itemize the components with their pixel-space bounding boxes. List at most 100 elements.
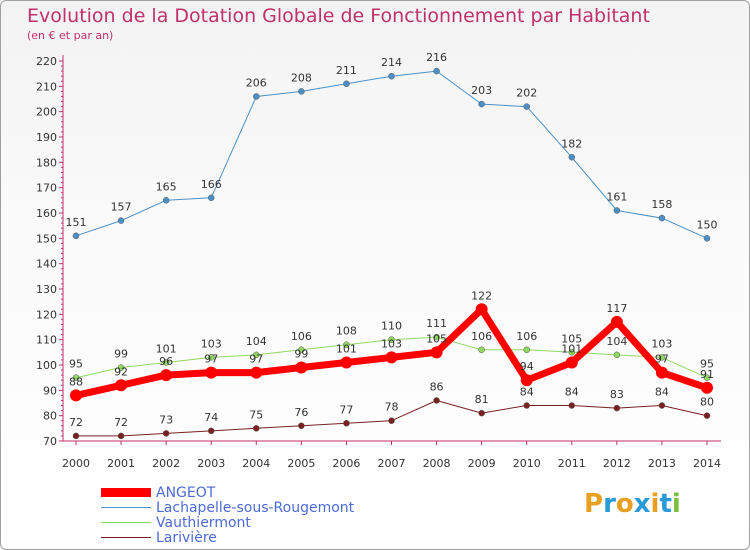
- data-point-angeot: [610, 315, 623, 328]
- data-point-vauthiermont: [703, 374, 711, 381]
- line-chart: 7080901001101201301401501601701801902002…: [36, 51, 721, 470]
- legend-swatch: [101, 507, 151, 508]
- logo-letter: r: [603, 489, 616, 519]
- data-point-lariviere: [523, 402, 530, 409]
- data-label-angeot: 103: [381, 337, 402, 350]
- data-label-lachapelle-sous-rougemont: 182: [561, 137, 582, 150]
- series-angeot: [70, 303, 713, 402]
- y-tick-label: 140: [36, 258, 57, 271]
- data-label-lachapelle-sous-rougemont: 208: [291, 71, 312, 84]
- data-point-vauthiermont: [72, 374, 80, 381]
- data-point-vauthiermont: [343, 341, 350, 348]
- chart-title: Evolution de la Dotation Globale de Fonc…: [27, 5, 650, 27]
- data-point-lariviere: [343, 420, 350, 427]
- data-label-lachapelle-sous-rougemont: 202: [516, 87, 537, 100]
- data-point-angeot: [295, 361, 308, 374]
- data-label-lariviere: 73: [159, 413, 173, 426]
- data-label-angeot: 88: [69, 375, 83, 388]
- data-point-lachapelle-sous-rougemont: [253, 93, 260, 100]
- data-point-vauthiermont: [117, 364, 125, 371]
- x-tick-label: 2000: [62, 457, 90, 470]
- data-point-lariviere: [613, 404, 621, 412]
- data-point-lachapelle-sous-rougemont: [568, 154, 576, 161]
- data-label-lariviere: 84: [520, 386, 534, 399]
- data-point-angeot: [430, 346, 443, 359]
- legend-label: Lachapelle-sous-Rougemont: [156, 499, 355, 516]
- data-label-lachapelle-sous-rougemont: 157: [111, 201, 132, 214]
- legend-label: Vauthiermont: [156, 514, 251, 531]
- data-point-vauthiermont: [207, 354, 215, 361]
- data-label-lachapelle-sous-rougemont: 211: [336, 64, 357, 77]
- data-label-lariviere: 86: [430, 380, 444, 393]
- data-point-lachapelle-sous-rougemont: [162, 197, 170, 204]
- data-point-lariviere: [72, 432, 80, 440]
- x-tick-label: 2011: [558, 457, 586, 470]
- x-tick-label: 2005: [287, 457, 315, 470]
- logo-letter: P: [584, 489, 604, 519]
- proxiti-logo: Proxiti: [584, 489, 681, 519]
- data-label-lachapelle-sous-rougemont: 151: [66, 216, 87, 229]
- data-label-lariviere: 84: [655, 386, 669, 399]
- data-point-lariviere: [117, 432, 125, 440]
- data-point-angeot: [340, 356, 353, 369]
- logo-letter: i: [671, 489, 681, 519]
- y-tick-label: 220: [36, 55, 57, 68]
- data-point-lachapelle-sous-rougemont: [703, 235, 711, 242]
- legend-swatch: [101, 522, 151, 523]
- data-point-lariviere: [478, 409, 485, 417]
- data-label-vauthiermont: 106: [291, 330, 312, 343]
- x-tick-label: 2010: [513, 457, 541, 470]
- data-label-lachapelle-sous-rougemont: 161: [606, 190, 627, 203]
- data-labels: 151 157 165 166 206 208 211 214 216 203 202 182 161 1…: [66, 51, 718, 429]
- data-point-lachapelle-sous-rougemont: [433, 67, 440, 75]
- series-lachapelle-sous-rougemont: [72, 67, 711, 242]
- data-label-lariviere: 81: [475, 393, 489, 406]
- data-label-vauthiermont: 106: [471, 330, 492, 343]
- data-label-vauthiermont: 105: [561, 332, 582, 345]
- x-tick-label: 2003: [197, 457, 225, 470]
- data-label-lachapelle-sous-rougemont: 158: [651, 198, 672, 211]
- data-label-vauthiermont: 103: [651, 337, 672, 350]
- data-point-lachapelle-sous-rougemont: [478, 100, 485, 108]
- y-tick-label: 80: [43, 410, 57, 423]
- data-label-lariviere: 75: [249, 408, 263, 421]
- data-label-lariviere: 72: [114, 416, 128, 429]
- data-point-vauthiermont: [388, 336, 395, 343]
- data-label-lachapelle-sous-rougemont: 166: [201, 178, 222, 191]
- y-tick-label: 110: [36, 334, 57, 347]
- legend-swatch: [101, 488, 151, 497]
- series-line-lachapelle-sous-rougemont: [75, 70, 708, 239]
- series-layer: [70, 67, 713, 440]
- data-label-angeot: 97: [204, 353, 218, 366]
- legend-label: ANGEOT: [156, 484, 216, 501]
- data-point-angeot: [160, 369, 173, 382]
- y-tick-label: 100: [36, 359, 57, 372]
- logo-letter: i: [650, 489, 660, 519]
- data-label-angeot: 92: [114, 365, 128, 378]
- data-label-lachapelle-sous-rougemont: 206: [246, 76, 267, 89]
- data-label-angeot: 99: [294, 348, 308, 361]
- x-tick-label: 2002: [152, 457, 180, 470]
- data-point-lachapelle-sous-rougemont: [72, 232, 80, 240]
- data-label-lariviere: 76: [294, 406, 308, 419]
- data-point-lariviere: [568, 402, 576, 409]
- data-point-angeot: [250, 366, 263, 379]
- y-tick-label: 200: [36, 106, 57, 119]
- y-tick-label: 170: [36, 182, 57, 195]
- y-tick-label: 210: [36, 80, 57, 93]
- data-label-angeot: 96: [159, 355, 173, 368]
- legend-label: Larivière: [156, 529, 217, 546]
- data-label-lariviere: 83: [610, 388, 624, 401]
- data-label-angeot: 105: [426, 332, 447, 345]
- data-point-vauthiermont: [162, 359, 170, 366]
- legend-item-lariviere: Larivière: [101, 529, 354, 546]
- y-tick-label: 190: [36, 131, 57, 144]
- data-label-lariviere: 74: [204, 411, 218, 424]
- data-label-vauthiermont: 108: [336, 325, 357, 338]
- data-label-vauthiermont: 101: [156, 342, 177, 355]
- data-label-lariviere: 78: [385, 401, 399, 414]
- data-label-lachapelle-sous-rougemont: 216: [426, 51, 447, 64]
- data-label-vauthiermont: 111: [426, 317, 447, 330]
- data-point-lariviere: [298, 422, 305, 430]
- logo-letter: o: [615, 489, 634, 519]
